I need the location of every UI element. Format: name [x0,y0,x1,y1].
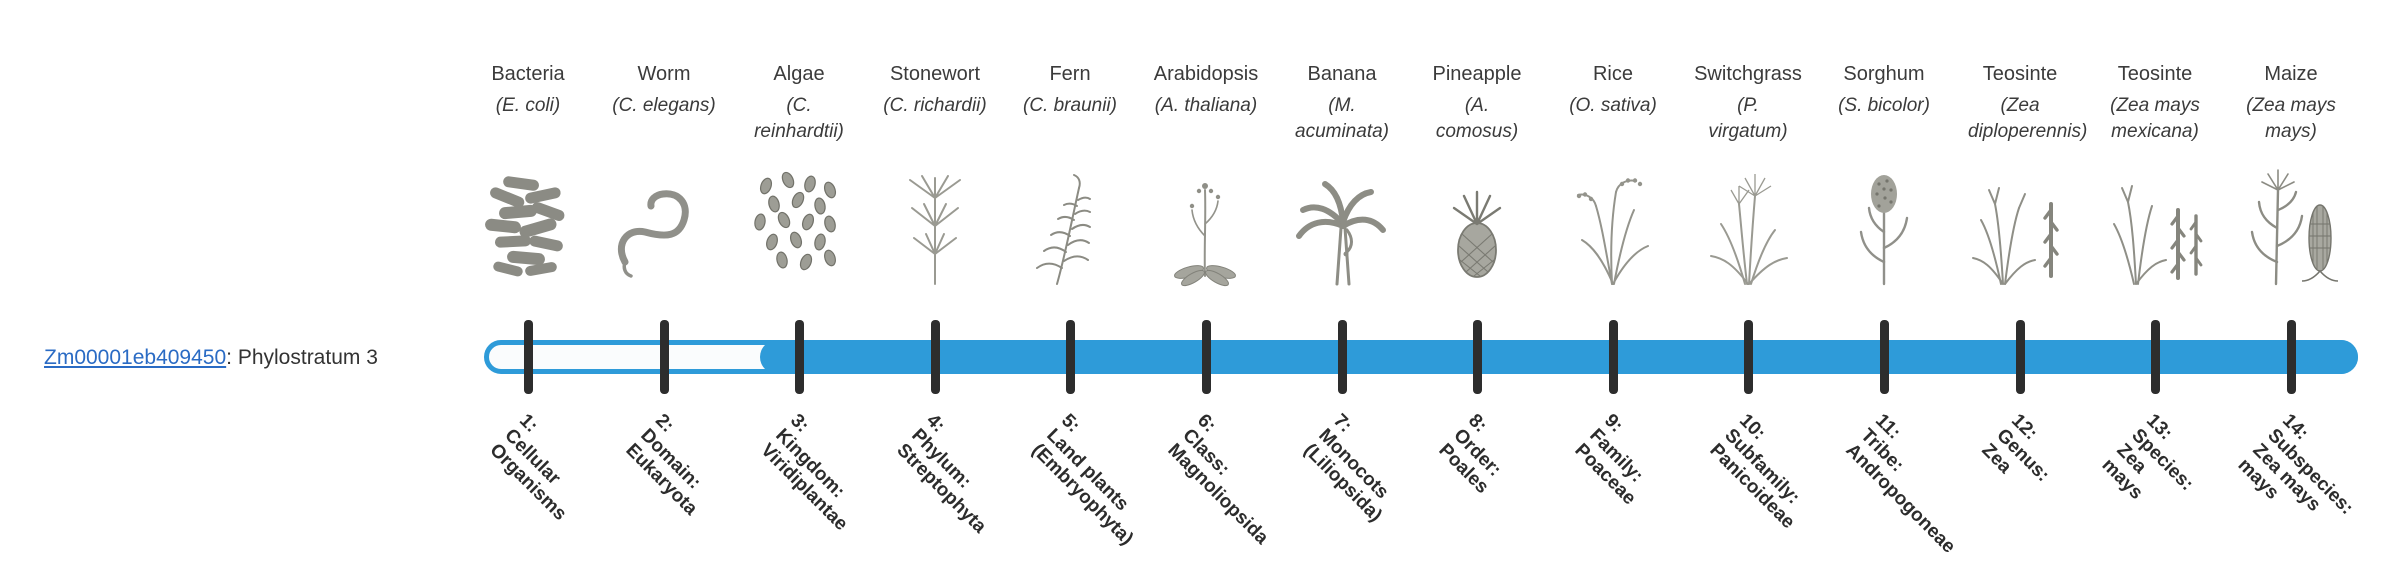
pineapple-illustration [1422,164,1532,292]
phylostratum-label-7: 7: Monocots (Liliopsida) [1299,410,1415,526]
organism-label-arabidopsis: Arabidopsis (A. thaliana) [1131,62,1281,119]
gene-id-link[interactable]: Zm00001eb409450 [44,346,227,369]
organism-common-name: Worm [637,63,691,85]
organism-common-name: Pineapple [1432,63,1522,85]
organism-label-banana: Banana (M. acuminata) [1267,62,1417,145]
organism-label-teosinte-diploperennis: Teosinte (Zea diploperennis) [1945,62,2095,145]
gene-label: Zm00001eb409450: Phylostratum 3 [44,346,378,370]
fern-illustration [1015,164,1125,292]
phylostratum-tick-6 [1202,320,1211,394]
organism-scientific-name: (C. elegans) [612,95,716,116]
phylostratum-tick-12 [2016,320,2025,394]
organism-label-sorghum: Sorghum (S. bicolor) [1809,62,1959,119]
phylostratum-label-2: 2: Domain: Eukaryota [621,410,731,520]
maize-illustration [2236,164,2346,292]
banana-illustration [1287,164,1397,292]
gene-phylostratum-text: : Phylostratum 3 [226,346,378,369]
phylostratum-tick-9 [1609,320,1618,394]
organism-scientific-name: (Zea mays mexicana) [2110,95,2200,142]
organism-common-name: Fern [1049,63,1091,85]
phylostratum-tick-3 [795,320,804,394]
organism-label-rice: Rice (O. sativa) [1538,62,1688,119]
teosinte-diploperennis-illustration [1965,164,2075,292]
phylostratum-tick-11 [1880,320,1889,394]
phylostratum-label-8: 8: Order: Poales [1434,410,1522,498]
organism-label-stonewort: Stonewort (C. richardii) [860,62,1010,119]
phylostratum-tick-4 [931,320,940,394]
phylostratum-label-11: 11: Tribe: Andropogoneae [1841,410,1989,558]
organism-common-name: Algae [773,63,825,85]
phylostratum-label-9: 9: Family: Poaceae [1570,410,1669,509]
organism-common-name: Maize [2264,63,2318,85]
organism-common-name: Teosinte [2117,63,2193,85]
phylostratum-label-6: 6: Class: Magnoliopsida [1163,410,1302,549]
organism-scientific-name: (C. reinhardtii) [754,95,844,142]
phylostratum-tick-10 [1744,320,1753,394]
phylostratum-label-5: 5: Land plants (Embryophyta) [1027,410,1166,549]
organism-label-worm: Worm (C. elegans) [589,62,739,119]
algae-illustration [744,164,854,292]
phylostratum-label-1: 1: Cellular Organisms [485,410,600,525]
phylostratum-tick-13 [2151,320,2160,394]
worm-illustration [609,164,719,292]
organism-label-pineapple: Pineapple (A. comosus) [1402,62,1552,145]
arabidopsis-illustration [1151,164,1261,292]
organism-label-bacteria: Bacteria (E. coli) [453,62,603,119]
phylostratum-tick-5 [1066,320,1075,394]
organism-scientific-name: (C. richardii) [883,95,987,116]
phylostratum-tick-2 [660,320,669,394]
organism-scientific-name: (C. braunii) [1023,95,1117,116]
organism-scientific-name: (P. virgatum) [1708,95,1788,142]
organism-scientific-name: (Zea mays mays) [2246,95,2336,142]
organism-common-name: Banana [1307,63,1377,85]
organism-common-name: Arabidopsis [1153,63,1259,85]
switchgrass-illustration [1693,164,1803,292]
phylostratum-label-12: 12: Genus: Zea [1977,410,2068,501]
organism-label-maize: Maize (Zea mays mays) [2216,62,2366,145]
phylostratum-label-3: 3: Kingdom: Viridiplantae [756,410,881,535]
organism-scientific-name: (M. acuminata) [1295,95,1389,142]
organism-label-fern: Fern (C. braunii) [995,62,1145,119]
stonewort-illustration [880,164,990,292]
organism-common-name: Bacteria [491,63,565,85]
organism-label-switchgrass: Switchgrass (P. virgatum) [1673,62,1823,145]
phylostratum-label-10: 10: Subfamily: Panicoideae [1705,410,1828,533]
phylostratum-tick-8 [1473,320,1482,394]
organism-common-name: Rice [1592,63,1633,85]
organism-label-teosinte-mexicana: Teosinte (Zea mays mexicana) [2080,62,2230,145]
phylostratum-tick-14 [2287,320,2296,394]
organism-common-name: Switchgrass [1694,63,1802,85]
teosinte-mexicana-illustration [2100,164,2210,292]
organism-common-name: Teosinte [1982,63,2058,85]
phylostratum-label-4: 4: Phylum: Streptophyta [892,410,1019,537]
organism-scientific-name: (A. thaliana) [1154,95,1258,116]
organism-common-name: Stonewort [889,63,981,85]
timeline-bar-filled-segment [760,340,2358,374]
phylostratum-tick-7 [1338,320,1347,394]
organism-scientific-name: (Zea diploperennis) [1968,95,2088,142]
organism-common-name: Sorghum [1843,63,1925,85]
phylostratum-tick-1 [524,320,533,394]
organism-scientific-name: (S. bicolor) [1838,95,1930,116]
rice-illustration [1558,164,1668,292]
organism-scientific-name: (O. sativa) [1569,95,1657,116]
phylostratum-label-13: 13: Species: Zea mays [2098,410,2213,525]
phylostratum-label-14: 14: Subspecies: Zea mays mays [2234,410,2373,549]
organism-scientific-name: (A. comosus) [1435,95,1519,142]
sorghum-illustration [1829,164,1939,292]
organism-scientific-name: (E. coli) [495,95,561,116]
bacteria-illustration [473,164,583,292]
organism-label-algae: Algae (C. reinhardtii) [724,62,874,145]
